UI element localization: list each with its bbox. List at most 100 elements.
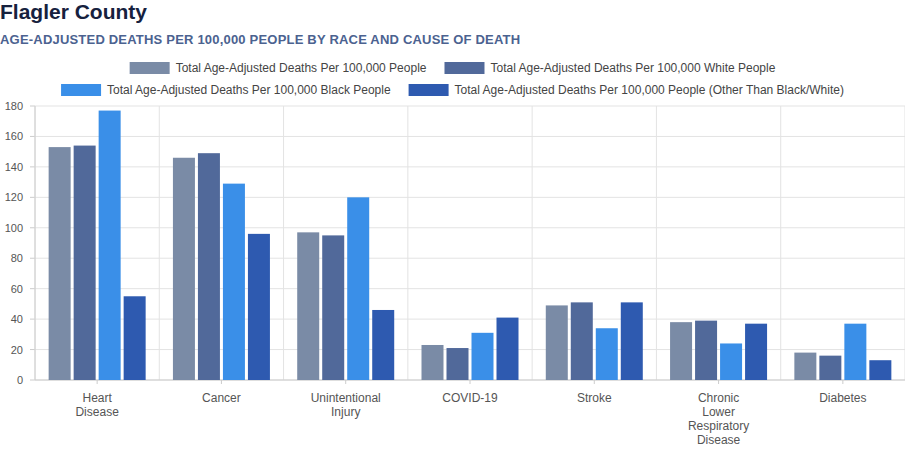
y-tick <box>30 197 35 198</box>
bar <box>99 111 121 380</box>
grid-line-vertical <box>159 106 160 380</box>
bar <box>794 353 816 380</box>
bar <box>695 321 717 380</box>
grid-line <box>35 288 905 289</box>
grid-line <box>35 197 905 198</box>
legend-swatch <box>409 84 449 96</box>
y-tick-label: 60 <box>11 283 23 295</box>
x-tick-label-line: Heart <box>82 391 112 405</box>
bar <box>74 146 96 380</box>
bar <box>596 328 618 380</box>
y-tick <box>30 166 35 167</box>
x-tick-label-line: Chronic <box>698 391 739 405</box>
x-tick-label-line: Lower <box>702 405 735 419</box>
bar <box>844 324 866 380</box>
y-axis <box>35 106 36 380</box>
y-tick-label: 160 <box>5 130 23 142</box>
legend-label: Total Age-Adjusted Deaths Per 100,000 Wh… <box>490 61 775 75</box>
bar <box>720 343 742 380</box>
bar <box>869 360 891 380</box>
y-tick <box>30 227 35 228</box>
x-tick-label: COVID-19 <box>442 391 498 405</box>
bar <box>223 184 245 380</box>
bar <box>621 302 643 380</box>
y-tick-label: 0 <box>17 374 23 386</box>
y-tick <box>30 288 35 289</box>
legend-label: Total Age-Adjusted Deaths Per 100,000 Bl… <box>107 83 391 97</box>
x-tick <box>842 380 843 384</box>
bar <box>297 232 319 380</box>
x-tick <box>97 380 98 384</box>
bar <box>546 305 568 380</box>
bar <box>819 356 841 380</box>
grid-line <box>35 106 905 107</box>
bar <box>124 296 146 380</box>
y-tick-label: 120 <box>5 191 23 203</box>
bar <box>49 147 71 380</box>
bars <box>49 111 892 380</box>
legend: Total Age-Adjusted Deaths Per 100,000 Pe… <box>61 61 844 97</box>
bar <box>472 333 494 380</box>
chart: 020406080100120140160180HeartDiseaseCanc… <box>0 0 905 452</box>
grid-line <box>35 349 905 350</box>
x-tick-label-line: Stroke <box>577 391 612 405</box>
y-tick <box>30 136 35 137</box>
grid-line-vertical <box>35 106 36 380</box>
subtitle: AGE-ADJUSTED DEATHS PER 100,000 PEOPLE B… <box>0 32 520 47</box>
bar <box>173 158 195 380</box>
bar <box>372 310 394 380</box>
x-tick-label-line: COVID-19 <box>442 391 498 405</box>
x-tick-label-line: Disease <box>697 433 741 447</box>
grid-line-vertical <box>532 106 533 380</box>
x-tick <box>470 380 471 384</box>
x-tick-label: Stroke <box>577 391 612 405</box>
x-tick-label-line: Diabetes <box>819 391 866 405</box>
x-tick-label-line: Cancer <box>202 391 241 405</box>
x-tick-label-line: Unintentional <box>311 391 381 405</box>
bar <box>322 235 344 380</box>
grid-line-vertical <box>780 106 781 380</box>
grid-line <box>35 166 905 167</box>
y-tick-label: 80 <box>11 252 23 264</box>
grid-line <box>35 258 905 259</box>
x-tick-label-line: Respiratory <box>688 419 749 433</box>
x-tick-label: ChronicLowerRespiratoryDisease <box>688 391 749 447</box>
grid-line <box>35 227 905 228</box>
x-tick-label-line: Disease <box>75 405 119 419</box>
grid-line <box>35 319 905 320</box>
x-tick <box>345 380 346 384</box>
x-tick <box>594 380 595 384</box>
x-tick-label: Cancer <box>202 391 241 405</box>
y-tick-label: 100 <box>5 222 23 234</box>
y-tick-label: 20 <box>11 344 23 356</box>
grid-line-vertical <box>283 106 284 380</box>
x-tick-label-line: Injury <box>331 405 360 419</box>
y-tick <box>30 349 35 350</box>
bar <box>447 348 469 380</box>
grid-line <box>35 136 905 137</box>
bar <box>571 302 593 380</box>
legend-swatch <box>444 62 484 74</box>
title: Flagler County <box>0 0 147 24</box>
y-tick <box>30 258 35 259</box>
x-tick <box>718 380 719 384</box>
bar <box>670 322 692 380</box>
grid: 020406080100120140160180 <box>5 100 905 386</box>
y-tick <box>30 106 35 107</box>
y-tick-label: 180 <box>5 100 23 112</box>
legend-label: Total Age-Adjusted Deaths Per 100,000 Pe… <box>176 61 427 75</box>
legend-swatch <box>130 62 170 74</box>
grid-line-vertical <box>407 106 408 380</box>
y-tick-label: 40 <box>11 313 23 325</box>
x-tick-label: UnintentionalInjury <box>311 391 381 419</box>
bar <box>497 318 519 380</box>
x-tick-label: HeartDisease <box>75 391 119 419</box>
legend-swatch <box>61 84 101 96</box>
x-tick-label: Diabetes <box>819 391 866 405</box>
bar <box>198 153 220 380</box>
grid-line-vertical <box>656 106 657 380</box>
legend-label: Total Age-Adjusted Deaths Per 100,000 Pe… <box>455 83 844 97</box>
bar <box>248 234 270 380</box>
y-tick <box>30 319 35 320</box>
bar <box>422 345 444 380</box>
